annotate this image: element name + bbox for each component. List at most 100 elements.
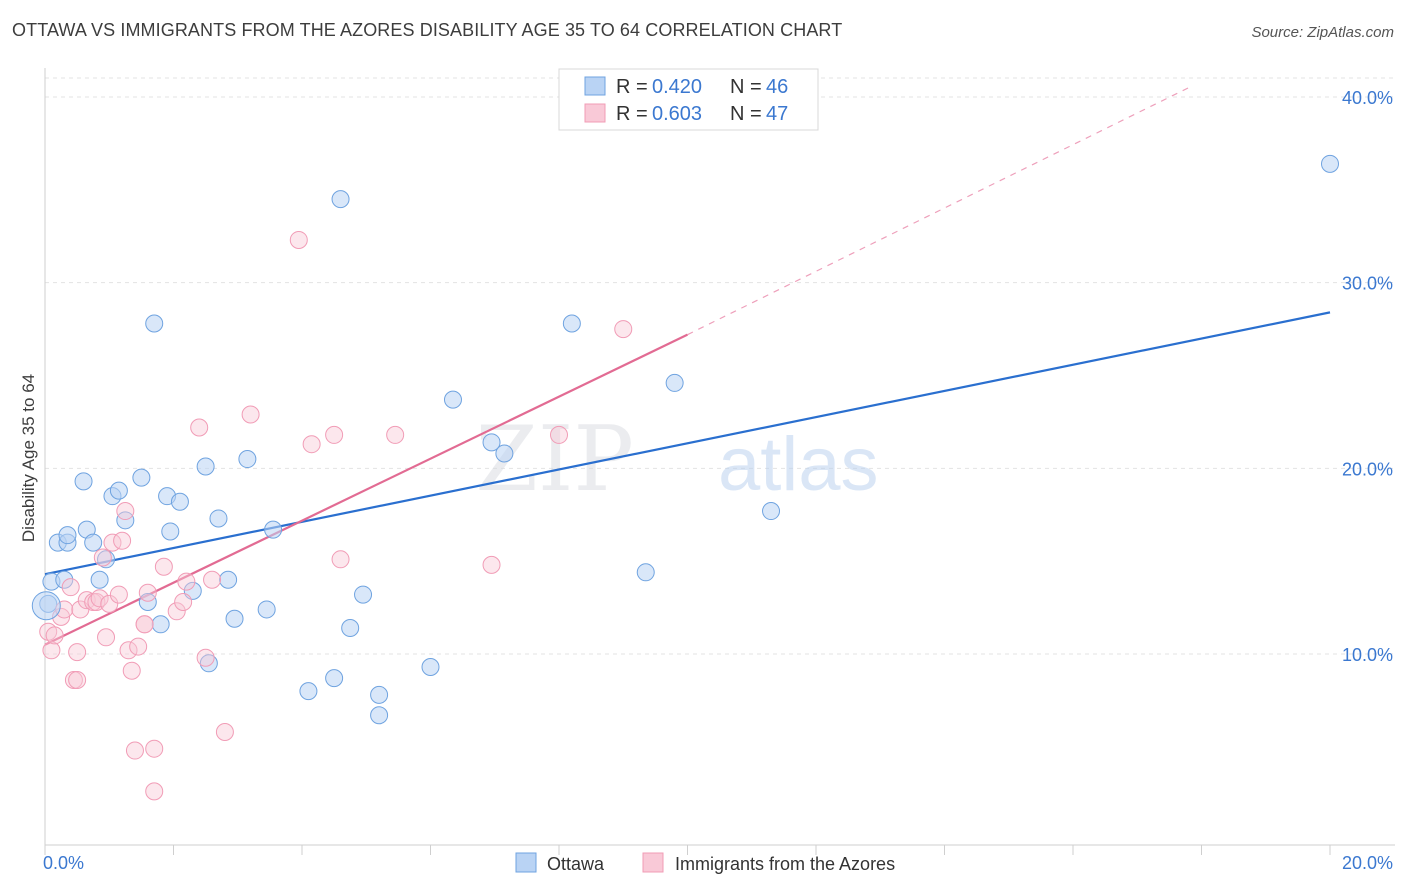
ottawa-point — [238, 450, 257, 469]
legend-r-label: R = — [616, 103, 648, 125]
ottawa-point — [331, 190, 350, 209]
data-points — [31, 154, 1339, 801]
legend-bottom-ottawa: Ottawa — [547, 854, 605, 874]
azores-point — [125, 741, 144, 760]
legend-r-value: 0.603 — [652, 103, 702, 125]
azores-point — [203, 570, 222, 589]
legend-swatch-ottawa — [584, 76, 606, 96]
ottawa-point — [161, 522, 180, 541]
ottawa-cluster-point — [31, 591, 61, 621]
ottawa-point — [482, 433, 501, 452]
trend-lines — [44, 87, 1331, 646]
azores-point — [190, 418, 209, 437]
ottawa-point — [762, 502, 781, 521]
azores-point — [386, 425, 405, 444]
azores-point — [145, 782, 164, 801]
chart-title: OTTAWA VS IMMIGRANTS FROM THE AZORES DIS… — [12, 20, 843, 40]
azores-point — [138, 583, 157, 602]
legend-r-label: R = — [616, 76, 648, 98]
azores-point — [109, 585, 128, 604]
azores-point — [113, 531, 132, 550]
axes — [44, 68, 1395, 855]
azores-point — [93, 548, 112, 567]
legend-bottom-azores: Immigrants from the Azores — [675, 854, 895, 874]
ottawa-point — [151, 615, 170, 634]
watermark-atlas: atlas — [718, 422, 879, 507]
y-axis-label: Disability Age 35 to 64 — [19, 374, 38, 542]
azores-point — [116, 502, 135, 521]
ottawa-point — [58, 526, 77, 545]
ottawa-point — [421, 657, 440, 676]
azores-point — [325, 425, 344, 444]
tick-labels: 10.0% 20.0% 30.0% 40.0% 0.0% 20.0% — [43, 88, 1393, 873]
legend-bottom-swatch-ottawa — [515, 852, 537, 873]
ottawa-point — [90, 570, 109, 589]
legend-bottom-swatch-azores — [642, 852, 664, 873]
y-tick-label: 10.0% — [1342, 645, 1393, 665]
azores-trend-line — [44, 333, 688, 646]
ottawa-point — [145, 314, 164, 333]
ottawa-point — [225, 609, 244, 628]
ottawa-point — [370, 685, 389, 704]
azores-point — [482, 555, 501, 574]
ottawa-point — [495, 444, 514, 463]
ottawa-point — [562, 314, 581, 333]
ottawa-point — [219, 570, 238, 589]
y-tick-label: 40.0% — [1342, 88, 1393, 108]
legend-n-label: N = — [730, 103, 762, 125]
ottawa-point — [325, 669, 344, 688]
ottawa-point — [341, 619, 360, 638]
ottawa-point — [636, 563, 655, 582]
azores-point — [61, 578, 80, 597]
ottawa-point — [443, 390, 462, 409]
x-tick-label: 0.0% — [43, 853, 84, 873]
azores-point — [122, 661, 141, 680]
x-tick-label: 20.0% — [1342, 853, 1393, 873]
azores-point — [68, 643, 87, 662]
azores-point — [90, 589, 109, 608]
azores-trend-extension — [687, 87, 1189, 336]
legend-top: R = 0.420 N = 46 R = 0.603 N = 47 — [558, 68, 819, 131]
azores-point — [614, 320, 633, 339]
legend-n-label: N = — [730, 76, 762, 98]
gridlines — [45, 77, 1395, 655]
ottawa-point — [138, 593, 157, 612]
azores-point — [154, 557, 173, 576]
legend-swatch-azores — [584, 103, 606, 123]
azores-point — [145, 739, 164, 758]
ottawa-point — [109, 481, 128, 500]
y-tick-label: 20.0% — [1342, 459, 1393, 479]
legend-n-value: 47 — [766, 103, 788, 125]
azores-point — [196, 648, 215, 667]
ottawa-point — [1321, 154, 1339, 173]
ottawa-point — [370, 706, 389, 725]
ottawa-point — [257, 600, 276, 619]
ottawa-point — [665, 373, 684, 392]
ottawa-point — [354, 585, 373, 604]
ottawa-point — [264, 520, 283, 539]
azores-point — [42, 641, 61, 660]
source-label: Source: ZipAtlas.com — [1251, 24, 1394, 41]
azores-point — [302, 435, 321, 454]
ottawa-point — [170, 492, 189, 511]
watermark: ZIP atlas — [475, 407, 878, 512]
azores-point — [241, 405, 260, 424]
legend-bottom: Ottawa Immigrants from the Azores — [515, 852, 895, 874]
azores-point — [100, 594, 119, 613]
legend-r-value: 0.420 — [652, 76, 702, 98]
ottawa-point — [74, 472, 93, 491]
azores-point — [177, 572, 196, 591]
azores-point — [119, 641, 138, 660]
azores-point — [135, 615, 154, 634]
azores-point — [215, 722, 234, 741]
azores-point — [167, 602, 186, 621]
ottawa-point — [299, 682, 318, 701]
azores-point — [289, 230, 308, 249]
legend-n-value: 46 — [766, 76, 788, 98]
azores-point — [97, 628, 116, 647]
ottawa-point — [55, 570, 74, 589]
azores-point — [68, 670, 87, 689]
ottawa-point — [84, 533, 103, 552]
ottawa-point — [116, 511, 135, 530]
